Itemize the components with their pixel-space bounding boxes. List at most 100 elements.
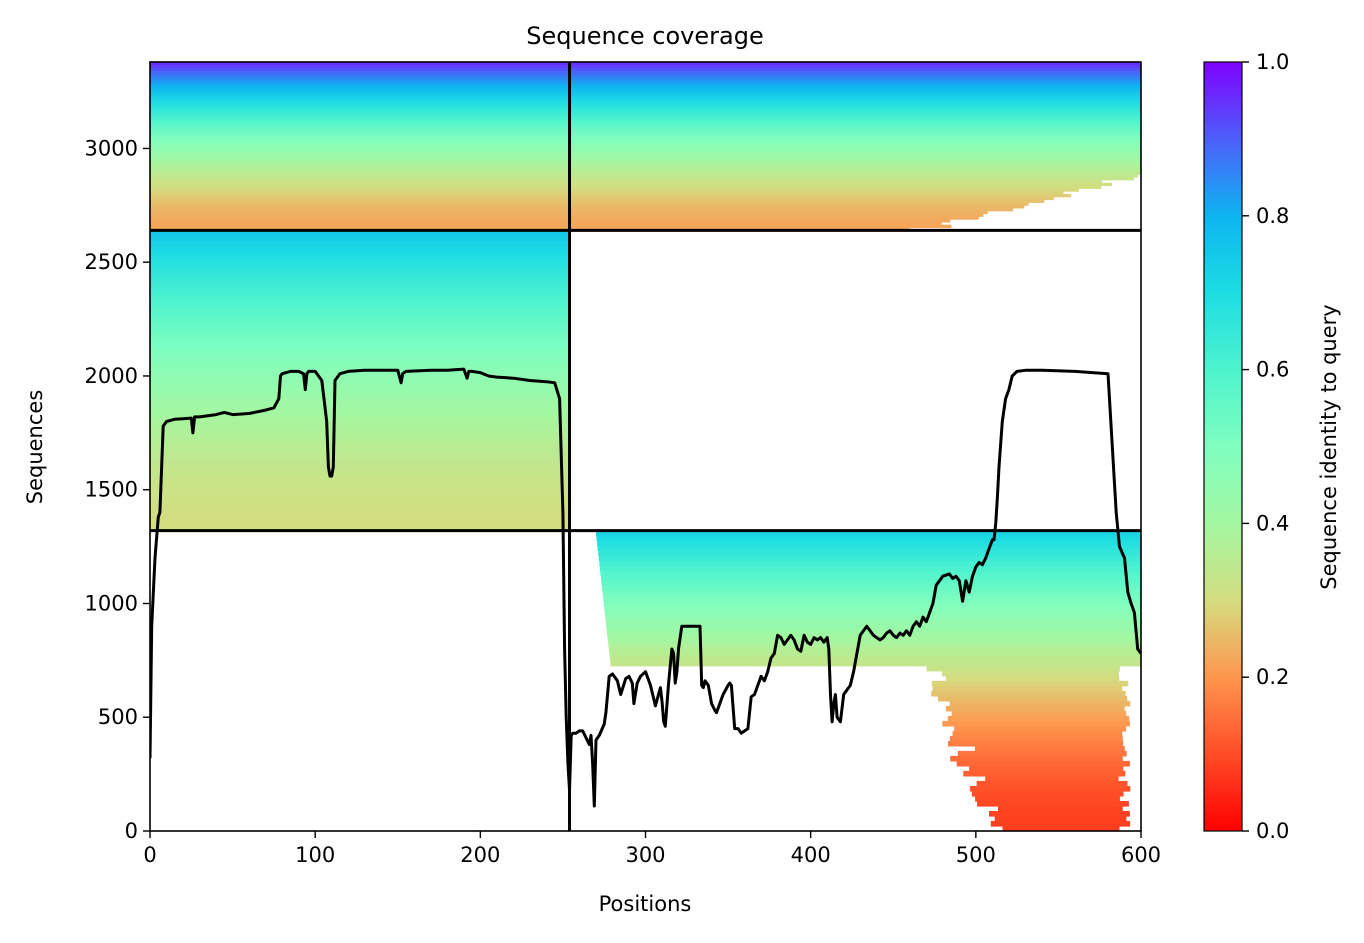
heatmap-band bbox=[150, 146, 1141, 150]
heatmap-band bbox=[599, 560, 1141, 567]
heatmap-band bbox=[150, 485, 570, 492]
colorbar-tick-label: 0.8 bbox=[1256, 204, 1289, 228]
heatmap-band bbox=[150, 193, 1072, 198]
heatmap-band bbox=[605, 615, 1141, 622]
heatmap-band bbox=[150, 174, 1138, 178]
heatmap-band bbox=[947, 715, 1130, 722]
heatmap-band bbox=[150, 240, 570, 246]
heatmap-band bbox=[150, 265, 570, 271]
heatmap-band bbox=[150, 177, 1134, 181]
heatmap-band bbox=[150, 101, 1141, 105]
heatmap-band bbox=[150, 62, 1141, 66]
heatmap-band bbox=[607, 635, 1141, 642]
heatmap-band bbox=[150, 385, 570, 392]
heatmap-band bbox=[150, 129, 1141, 133]
heatmap-band bbox=[150, 78, 1141, 83]
heatmap-band bbox=[150, 118, 1141, 122]
x-tick-label: 200 bbox=[460, 843, 500, 867]
heatmap-band bbox=[150, 126, 1141, 130]
heatmap-band bbox=[150, 149, 1141, 153]
heatmap-band bbox=[150, 202, 1029, 206]
heatmap-band bbox=[942, 670, 1119, 677]
heatmap-band bbox=[150, 350, 570, 357]
heatmap-band bbox=[150, 207, 1013, 212]
heatmap-band bbox=[599, 565, 1141, 572]
heatmap-band bbox=[150, 106, 1141, 111]
heatmap-band bbox=[150, 216, 979, 220]
heatmap-band bbox=[932, 685, 1123, 692]
heatmap-band bbox=[150, 325, 570, 332]
heatmap-band bbox=[150, 219, 951, 223]
heatmap-band bbox=[150, 168, 1141, 172]
heatmap-band bbox=[150, 340, 570, 347]
x-tick-label: 500 bbox=[956, 843, 996, 867]
heatmap-band bbox=[150, 70, 1141, 74]
colorbar-ticks: 0.0 0.2 0.4 0.6 0.8 1.0 bbox=[1242, 50, 1289, 843]
heatmap-band bbox=[945, 705, 1125, 712]
heatmap-band bbox=[150, 300, 570, 306]
heatmap-band bbox=[150, 104, 1141, 108]
heatmap-band bbox=[150, 182, 1112, 187]
heatmap-band bbox=[150, 410, 570, 417]
heatmap-band bbox=[597, 545, 1141, 552]
heatmap-band bbox=[602, 590, 1141, 597]
heatmap-band bbox=[150, 360, 570, 367]
heatmap-band bbox=[150, 171, 1141, 175]
heatmap-block-1 bbox=[150, 62, 1141, 231]
heatmap-band bbox=[602, 585, 1141, 592]
heatmap-band bbox=[150, 205, 1025, 209]
colorbar-tick-label: 0.2 bbox=[1256, 665, 1289, 689]
heatmap-band bbox=[150, 188, 1079, 192]
heatmap-band bbox=[609, 650, 1141, 657]
heatmap-band bbox=[150, 370, 570, 377]
heatmap-band bbox=[601, 580, 1141, 587]
x-tick-label: 100 bbox=[295, 843, 335, 867]
heatmap-band bbox=[150, 455, 570, 462]
heatmap-band bbox=[969, 765, 1124, 772]
heatmap-band bbox=[150, 179, 1102, 184]
heatmap-band bbox=[150, 185, 1102, 189]
heatmap-band bbox=[150, 224, 952, 229]
heatmap-band bbox=[150, 140, 1141, 144]
heatmap-band bbox=[150, 280, 570, 286]
heatmap-band bbox=[150, 137, 1141, 142]
heatmap-band bbox=[150, 400, 570, 407]
colorbar-tick-label: 1.0 bbox=[1256, 50, 1289, 74]
heatmap-band bbox=[150, 430, 570, 437]
heatmap-band bbox=[949, 735, 1123, 742]
heatmap-band bbox=[150, 163, 1141, 167]
heatmap-band bbox=[610, 660, 1141, 667]
heatmap-band bbox=[957, 750, 1127, 757]
heatmap-band bbox=[150, 375, 570, 382]
heatmap-band bbox=[150, 415, 570, 422]
heatmap-band bbox=[950, 755, 1123, 762]
heatmap-band bbox=[963, 770, 1126, 777]
heatmap-band bbox=[150, 120, 1141, 125]
y-tick-label: 2500 bbox=[85, 250, 138, 274]
heatmap-band bbox=[956, 760, 1130, 767]
colorbar bbox=[1203, 61, 1243, 832]
heatmap-band bbox=[975, 745, 1125, 752]
heatmap-band bbox=[954, 725, 1126, 732]
heatmap-band bbox=[150, 480, 570, 487]
heatmap-band bbox=[150, 390, 570, 397]
heatmap-band bbox=[150, 380, 570, 387]
heatmap-band bbox=[949, 700, 1131, 707]
heatmap-band bbox=[938, 695, 1128, 702]
heatmap-band bbox=[150, 445, 570, 452]
heatmap-band bbox=[150, 490, 570, 497]
heatmap-band bbox=[150, 465, 570, 472]
heatmap-band bbox=[597, 540, 1141, 547]
heatmap-block-3 bbox=[596, 530, 1141, 831]
x-tick-label: 0 bbox=[143, 843, 156, 867]
heatmap-band bbox=[150, 510, 570, 517]
heatmap-band bbox=[603, 595, 1141, 602]
y-tick-label: 2000 bbox=[85, 364, 138, 388]
heatmap-band bbox=[150, 196, 1054, 201]
heatmap-band bbox=[150, 92, 1141, 97]
heatmap-band bbox=[931, 680, 1129, 687]
heatmap-band bbox=[150, 132, 1141, 136]
heatmap-band bbox=[604, 610, 1141, 617]
heatmap-band bbox=[600, 570, 1141, 577]
heatmap-band bbox=[998, 806, 1123, 812]
